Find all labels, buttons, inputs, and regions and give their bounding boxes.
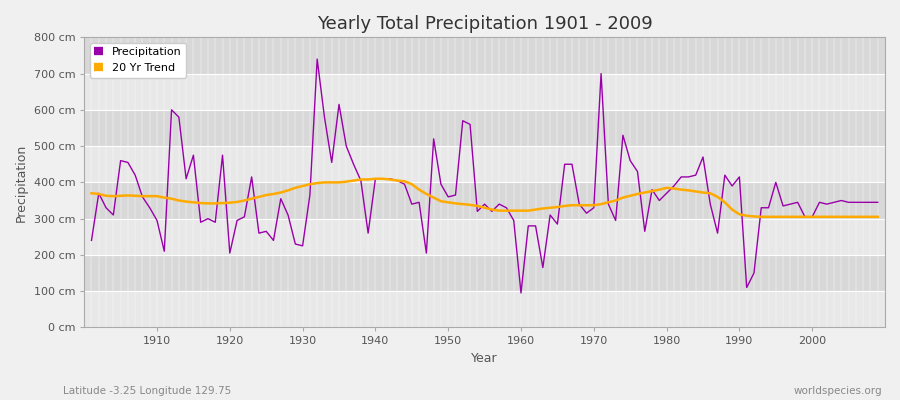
Text: worldspecies.org: worldspecies.org xyxy=(794,386,882,396)
20 Yr Trend xyxy=(523,208,534,213)
Bar xyxy=(85,74,885,110)
20 Yr Trend xyxy=(756,214,767,219)
Precipitation xyxy=(617,133,628,138)
Precipitation xyxy=(523,224,534,228)
Bar xyxy=(85,255,885,291)
20 Yr Trend xyxy=(304,182,315,186)
Precipitation xyxy=(872,200,883,205)
Precipitation xyxy=(516,290,526,295)
Title: Yearly Total Precipitation 1901 - 2009: Yearly Total Precipitation 1901 - 2009 xyxy=(317,15,652,33)
Precipitation xyxy=(530,224,541,228)
Bar xyxy=(85,219,885,255)
Line: Precipitation: Precipitation xyxy=(92,59,878,293)
Bar xyxy=(85,291,885,328)
Y-axis label: Precipitation: Precipitation xyxy=(15,143,28,222)
Bar xyxy=(85,110,885,146)
Precipitation xyxy=(311,57,322,62)
Legend: Precipitation, 20 Yr Trend: Precipitation, 20 Yr Trend xyxy=(90,43,186,78)
20 Yr Trend xyxy=(86,191,97,196)
Precipitation xyxy=(86,238,97,243)
20 Yr Trend xyxy=(370,176,381,181)
Bar xyxy=(85,37,885,74)
20 Yr Trend xyxy=(144,194,155,198)
Line: 20 Yr Trend: 20 Yr Trend xyxy=(92,179,878,217)
Text: Latitude -3.25 Longitude 129.75: Latitude -3.25 Longitude 129.75 xyxy=(63,386,231,396)
20 Yr Trend xyxy=(516,208,526,213)
20 Yr Trend xyxy=(610,198,621,203)
Precipitation xyxy=(144,205,155,210)
20 Yr Trend xyxy=(348,178,359,183)
Precipitation xyxy=(356,178,366,183)
Bar xyxy=(85,146,885,182)
20 Yr Trend xyxy=(872,214,883,219)
Precipitation xyxy=(304,193,315,198)
Bar xyxy=(85,182,885,219)
X-axis label: Year: Year xyxy=(472,352,498,365)
